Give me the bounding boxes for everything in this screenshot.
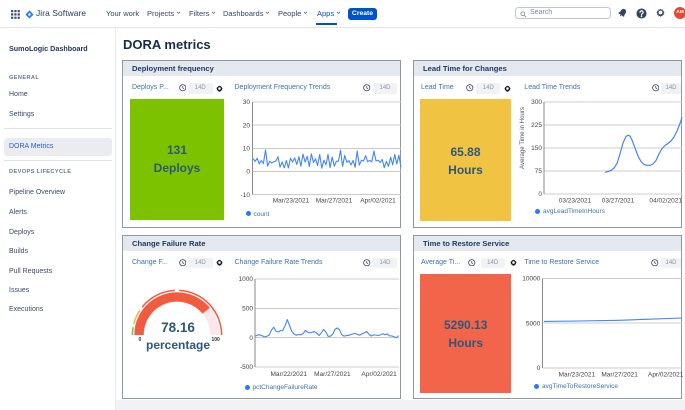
svg-text:Mar/22/2021: Mar/22/2021	[270, 371, 307, 378]
svg-text:Apr/02/2021: Apr/02/2021	[361, 371, 397, 378]
svg-text:Mar/23/2021: Mar/23/2021	[559, 371, 596, 378]
svg-text:10: 10	[243, 146, 251, 153]
svg-text:75: 75	[535, 168, 543, 175]
svg-text:300: 300	[531, 99, 542, 106]
svg-text:Apr/02/2021: Apr/02/2021	[360, 198, 396, 205]
svg-text:-10: -10	[241, 192, 251, 199]
svg-text:0: 0	[249, 334, 253, 341]
svg-text:5000: 5000	[526, 320, 541, 327]
svg-text:20: 20	[243, 122, 251, 129]
svg-text:1000: 1000	[239, 276, 254, 283]
svg-text:03/27/2021: 03/27/2021	[602, 198, 635, 205]
svg-text:Mar/23/2021: Mar/23/2021	[273, 198, 310, 205]
svg-text:10000: 10000	[522, 275, 540, 282]
svg-text:03/23/2021: 03/23/2021	[559, 198, 592, 205]
svg-text:0: 0	[538, 191, 542, 198]
svg-text:0: 0	[246, 169, 250, 176]
svg-text:150: 150	[531, 145, 542, 152]
svg-text:-500: -500	[240, 364, 253, 371]
svg-text:30: 30	[243, 99, 251, 106]
svg-text:Mar/27/2021: Mar/27/2021	[314, 371, 351, 378]
svg-text:Mar/27/2021: Mar/27/2021	[601, 371, 638, 378]
svg-text:500: 500	[242, 305, 253, 312]
svg-text:225: 225	[531, 122, 542, 129]
svg-text:0: 0	[537, 365, 541, 372]
svg-text:04/02/2021: 04/02/2021	[649, 198, 682, 205]
svg-text:Apr/02/2021: Apr/02/2021	[648, 371, 683, 378]
svg-text:Mar/27/2021: Mar/27/2021	[316, 198, 353, 205]
